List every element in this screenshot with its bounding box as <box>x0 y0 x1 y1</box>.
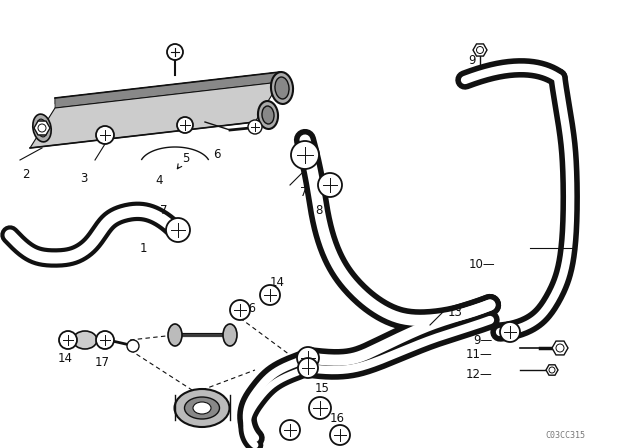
Text: 16: 16 <box>330 412 345 425</box>
Text: 14: 14 <box>270 276 285 289</box>
Text: 7: 7 <box>300 185 307 198</box>
Ellipse shape <box>37 119 47 137</box>
Ellipse shape <box>175 389 230 427</box>
Circle shape <box>318 173 342 197</box>
Circle shape <box>59 331 77 349</box>
Text: 17: 17 <box>95 356 110 369</box>
Text: 10—: 10— <box>468 258 495 271</box>
Text: 14: 14 <box>58 352 73 365</box>
Text: 2: 2 <box>22 168 29 181</box>
Polygon shape <box>34 121 50 135</box>
Circle shape <box>298 358 318 378</box>
Circle shape <box>500 322 520 342</box>
Circle shape <box>556 344 564 352</box>
Polygon shape <box>30 82 280 148</box>
Circle shape <box>96 331 114 349</box>
Text: 13: 13 <box>448 306 463 319</box>
Ellipse shape <box>275 77 289 99</box>
Ellipse shape <box>258 101 278 129</box>
Circle shape <box>166 218 190 242</box>
Ellipse shape <box>193 402 211 414</box>
Polygon shape <box>546 365 558 375</box>
Circle shape <box>167 44 183 60</box>
Polygon shape <box>55 72 280 104</box>
Circle shape <box>297 347 319 369</box>
Text: 5: 5 <box>182 151 189 164</box>
Circle shape <box>549 367 555 373</box>
Text: 9: 9 <box>468 53 476 66</box>
Text: 1: 1 <box>140 241 147 254</box>
Ellipse shape <box>271 72 293 104</box>
Circle shape <box>309 397 331 419</box>
Ellipse shape <box>184 397 220 419</box>
Ellipse shape <box>73 331 97 349</box>
Ellipse shape <box>33 114 51 142</box>
Ellipse shape <box>223 324 237 346</box>
Text: 11—: 11— <box>465 349 492 362</box>
Circle shape <box>127 340 139 352</box>
Polygon shape <box>552 341 568 355</box>
Polygon shape <box>55 72 280 108</box>
Circle shape <box>260 285 280 305</box>
Circle shape <box>291 141 319 169</box>
Circle shape <box>96 126 114 144</box>
Circle shape <box>477 47 483 53</box>
Text: 9—: 9— <box>473 333 492 346</box>
Text: 3: 3 <box>80 172 88 185</box>
Text: 8: 8 <box>315 203 323 216</box>
Text: 12—: 12— <box>465 369 492 382</box>
Ellipse shape <box>168 324 182 346</box>
Circle shape <box>280 420 300 440</box>
Text: 6: 6 <box>213 148 221 161</box>
Text: 15: 15 <box>315 382 330 395</box>
Circle shape <box>230 300 250 320</box>
Text: 16: 16 <box>242 302 257 314</box>
Polygon shape <box>473 44 487 56</box>
Ellipse shape <box>262 106 274 124</box>
Circle shape <box>177 117 193 133</box>
Text: 4: 4 <box>155 173 163 186</box>
Text: 7: 7 <box>160 203 168 216</box>
Circle shape <box>248 120 262 134</box>
Text: C03CC315: C03CC315 <box>545 431 585 439</box>
Circle shape <box>38 124 46 132</box>
Circle shape <box>330 425 350 445</box>
